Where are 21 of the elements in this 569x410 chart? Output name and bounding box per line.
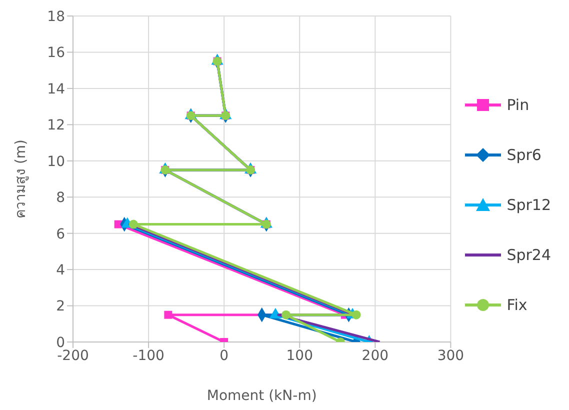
legend-label: Pin bbox=[506, 96, 530, 114]
legend-label: Spr6 bbox=[506, 146, 542, 164]
y-tick-label: 6 bbox=[56, 226, 66, 242]
x-axis-title: Moment (kN-m) bbox=[206, 388, 317, 404]
y-tick-label: 4 bbox=[56, 262, 66, 279]
x-tick-label: 0 bbox=[220, 348, 229, 364]
x-tick-label: 100 bbox=[286, 348, 313, 364]
y-tick-label: 16 bbox=[47, 45, 66, 62]
y-tick-label: 18 bbox=[47, 8, 65, 25]
legend-label: Fix bbox=[506, 296, 528, 314]
y-tick-label: 8 bbox=[56, 190, 65, 206]
x-tick-label: -100 bbox=[132, 348, 164, 364]
y-tick-label: 12 bbox=[47, 118, 65, 134]
y-tick-label: 2 bbox=[56, 298, 65, 315]
legend-label: Spr24 bbox=[506, 246, 551, 264]
x-tick-label: 300 bbox=[437, 348, 464, 364]
x-tick-label: 200 bbox=[362, 348, 389, 364]
legend-label: Spr12 bbox=[506, 196, 551, 214]
y-tick-label: 14 bbox=[47, 81, 66, 98]
y-tick-label: 10 bbox=[47, 154, 65, 170]
y-axis-title: ความสูง (m) bbox=[12, 139, 29, 219]
